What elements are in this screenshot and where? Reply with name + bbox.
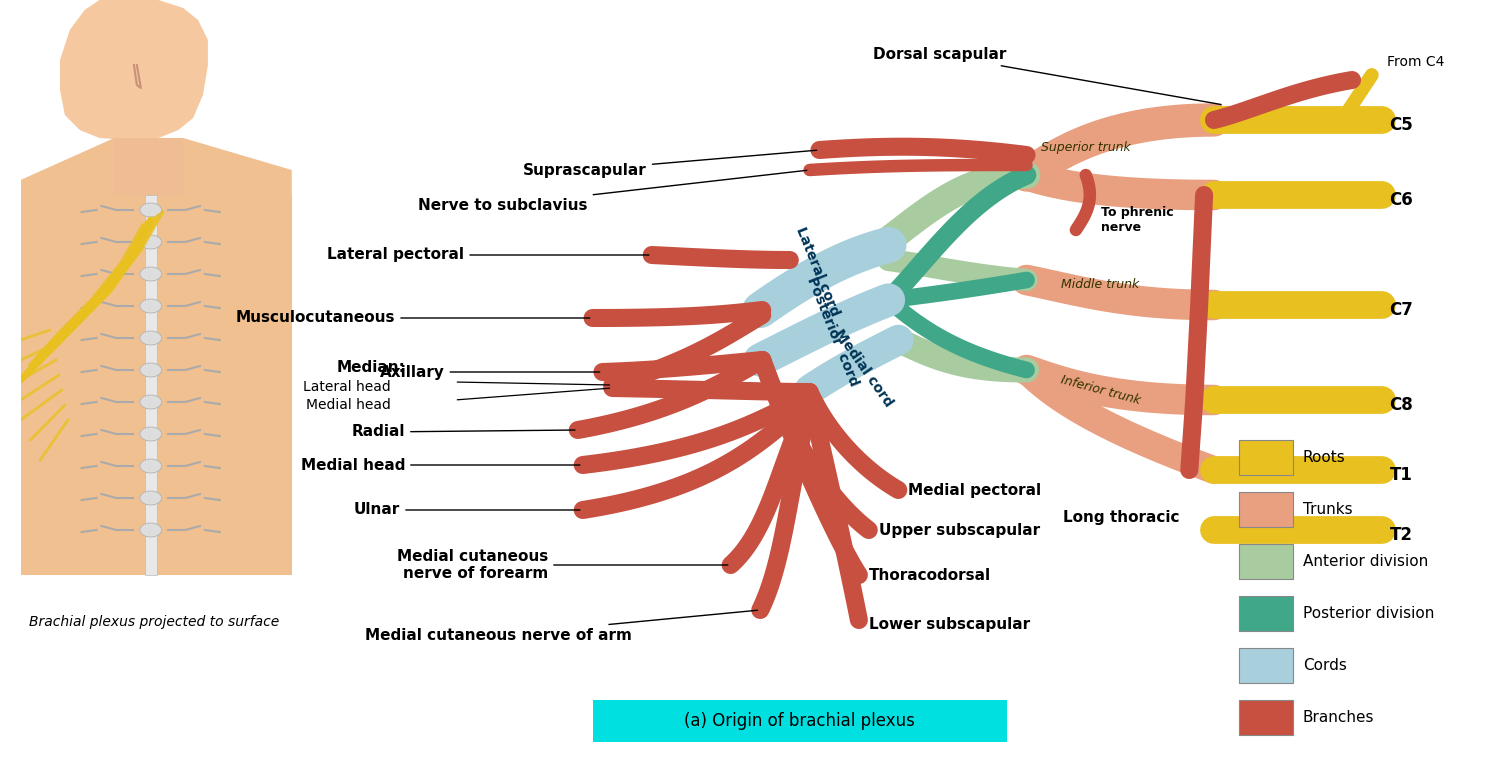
Ellipse shape [140,299,162,313]
Ellipse shape [140,459,162,473]
Polygon shape [21,138,114,195]
Text: To phrenic
nerve: To phrenic nerve [1101,206,1173,234]
Text: Medial cord: Medial cord [833,327,896,409]
Ellipse shape [140,523,162,537]
Text: Posterior division: Posterior division [1302,606,1434,621]
Ellipse shape [140,395,162,409]
Text: Ulnar: Ulnar [354,503,580,518]
FancyBboxPatch shape [146,195,156,575]
Polygon shape [183,138,291,195]
Text: Brachial plexus projected to surface: Brachial plexus projected to surface [28,615,279,629]
Text: Medial pectoral: Medial pectoral [908,483,1041,497]
Ellipse shape [140,491,162,505]
Ellipse shape [140,203,162,217]
Text: Inferior trunk: Inferior trunk [1059,373,1142,407]
Text: Long thoracic: Long thoracic [1064,510,1179,525]
Text: Musculocutaneous: Musculocutaneous [236,311,590,325]
FancyBboxPatch shape [21,0,291,575]
FancyBboxPatch shape [1239,596,1293,631]
FancyBboxPatch shape [1239,440,1293,475]
Polygon shape [21,195,291,575]
Text: (a) Origin of brachial plexus: (a) Origin of brachial plexus [684,712,915,730]
Text: Lateral pectoral: Lateral pectoral [327,248,650,262]
Text: Upper subscapular: Upper subscapular [879,522,1040,537]
Text: C5: C5 [1389,116,1413,134]
Text: Trunks: Trunks [1302,502,1353,517]
Ellipse shape [140,363,162,377]
Text: T2: T2 [1389,526,1413,544]
Text: Radial: Radial [351,424,574,440]
Text: Medial head: Medial head [306,398,390,412]
FancyBboxPatch shape [592,700,1006,742]
Text: Nerve to subclavius: Nerve to subclavius [419,171,807,212]
Text: From C4: From C4 [1386,55,1444,69]
Polygon shape [60,0,208,140]
Text: Anterior division: Anterior division [1302,554,1428,569]
Text: T1: T1 [1389,466,1413,484]
Text: Lateral head: Lateral head [303,380,390,394]
Text: Middle trunk: Middle trunk [1062,278,1140,292]
Ellipse shape [140,427,162,441]
Text: Thoracodorsal: Thoracodorsal [868,568,992,582]
Text: C8: C8 [1389,396,1413,414]
Text: Medial head: Medial head [300,458,580,472]
Ellipse shape [140,267,162,281]
FancyBboxPatch shape [1239,648,1293,683]
Text: Roots: Roots [1302,450,1346,465]
Text: Lower subscapular: Lower subscapular [868,618,1030,632]
Text: C7: C7 [1389,301,1413,319]
Text: Suprascapular: Suprascapular [524,150,816,177]
Text: Dorsal scapular: Dorsal scapular [873,48,1221,105]
Text: C6: C6 [1389,191,1413,209]
FancyBboxPatch shape [1239,492,1293,527]
Text: Posterior  cord: Posterior cord [804,275,861,389]
Text: Medial cutaneous nerve of arm: Medial cutaneous nerve of arm [364,610,758,643]
Ellipse shape [140,331,162,345]
Polygon shape [99,138,194,220]
Text: Axillary: Axillary [380,365,600,380]
Ellipse shape [140,235,162,249]
Text: Median:: Median: [336,361,405,375]
Text: Lateral cord: Lateral cord [794,225,842,318]
Text: Cords: Cords [1302,658,1347,673]
Text: Superior trunk: Superior trunk [1041,142,1131,155]
FancyBboxPatch shape [1239,544,1293,579]
FancyBboxPatch shape [1239,700,1293,735]
Text: Medial cutaneous
nerve of forearm: Medial cutaneous nerve of forearm [398,549,728,581]
Text: Branches: Branches [1302,710,1374,725]
